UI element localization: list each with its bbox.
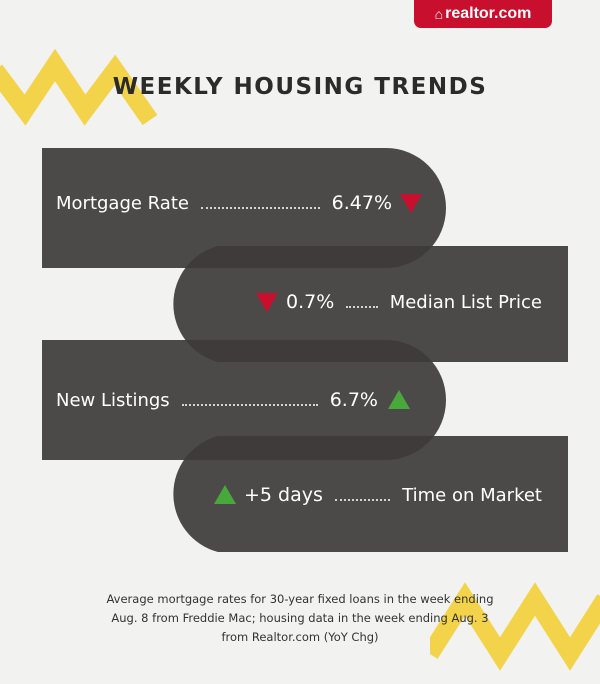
house-icon: ⌂: [434, 6, 444, 22]
down-arrow-icon: [400, 194, 422, 213]
dotted-leader: [334, 499, 391, 501]
zigzag-bottom-right: [430, 582, 600, 671]
metric-row-new-listings: New Listings 6.7%: [56, 385, 412, 415]
footnote-line: Average mortgage rates for 30-year fixed…: [106, 592, 494, 606]
source-footnote: Average mortgage rates for 30-year fixed…: [100, 590, 500, 647]
up-arrow-icon: [388, 390, 410, 409]
logo-text: realtor.com: [445, 5, 532, 22]
metric-row-median-list-price: 0.7% Median List Price: [254, 287, 542, 317]
metric-value: 6.7%: [329, 389, 378, 411]
metric-label: Time on Market: [402, 484, 542, 506]
metric-value: 0.7%: [286, 291, 335, 313]
dotted-leader: [200, 207, 320, 209]
metric-value: 6.47%: [331, 192, 392, 214]
metric-label: New Listings: [56, 389, 170, 411]
metric-label: Mortgage Rate: [56, 192, 189, 214]
footnote-line: from Realtor.com (YoY Chg): [221, 630, 379, 644]
metric-value: +5 days: [244, 484, 323, 506]
dotted-leader: [346, 306, 378, 308]
up-arrow-icon: [214, 485, 236, 504]
realtor-logo[interactable]: ⌂ realtor.com: [414, 0, 552, 28]
metric-label: Median List Price: [389, 291, 542, 313]
metric-row-mortgage-rate: Mortgage Rate 6.47%: [56, 188, 424, 218]
down-arrow-icon: [256, 293, 278, 312]
metric-row-time-on-market: +5 days Time on Market: [212, 480, 542, 510]
dotted-leader: [181, 404, 318, 406]
zigzag-top-left: [0, 48, 158, 126]
page-title: WEEKLY HOUSING TRENDS: [112, 74, 488, 100]
footnote-line: Aug. 8 from Freddie Mac; housing data in…: [111, 611, 489, 625]
